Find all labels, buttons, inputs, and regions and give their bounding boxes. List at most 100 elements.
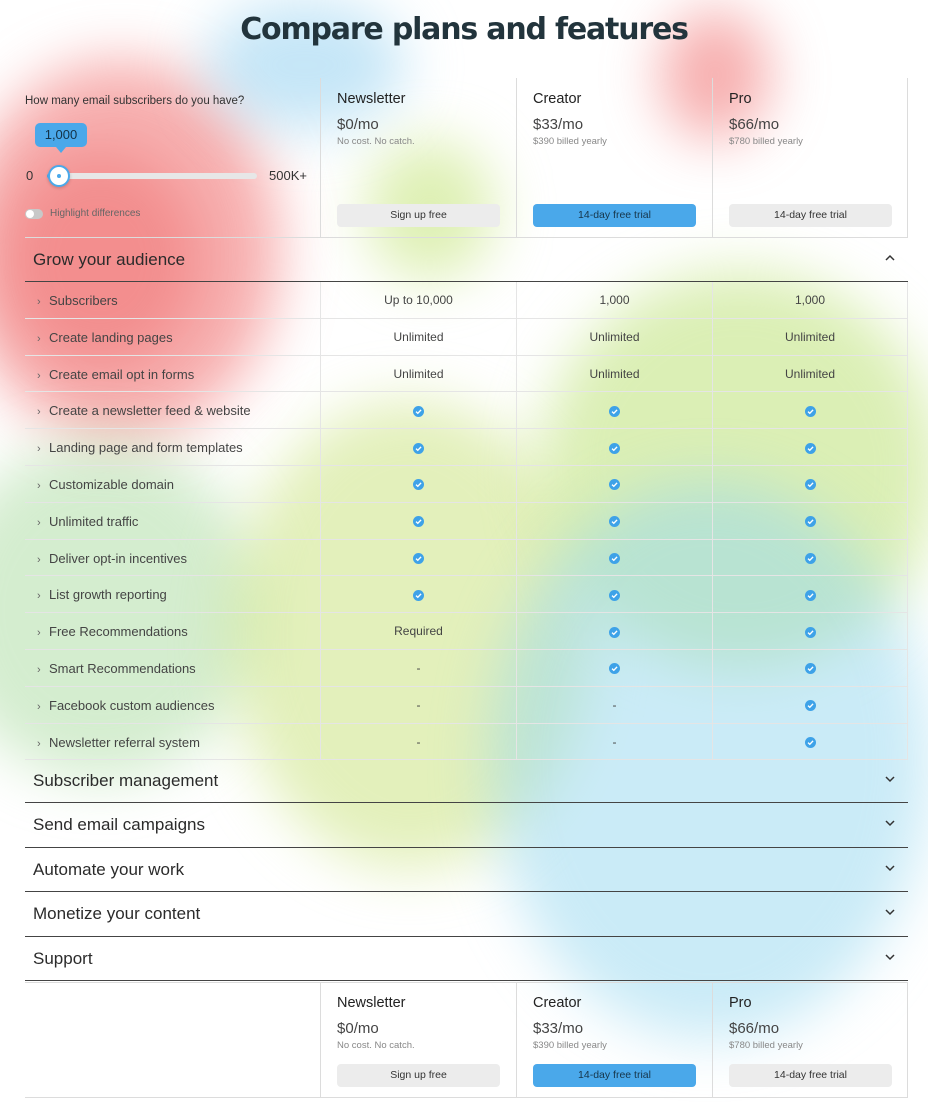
feature-cell xyxy=(320,576,516,614)
feature-value: Unlimited xyxy=(784,329,835,344)
plan-name: Newsletter xyxy=(337,91,406,107)
section-title: Subscriber management xyxy=(33,771,219,790)
feature-row[interactable]: › Subscribers Up to 10,000 1,000 1,000 xyxy=(25,282,908,319)
feature-value: - xyxy=(416,697,421,712)
feature-label-text: Create email opt in forms xyxy=(49,366,195,382)
slider-min-label: 0 xyxy=(26,168,34,183)
feature-value: Unlimited xyxy=(589,366,640,381)
plan-pro: Pro $66/mo $780 billed yearly 14-day fre… xyxy=(712,78,908,237)
feature-label: › Subscribers xyxy=(37,293,118,308)
feature-value: - xyxy=(612,697,617,712)
plan-subtext: $390 billed yearly xyxy=(533,1040,607,1051)
plan-price: $33/mo xyxy=(533,1020,583,1037)
chevron-right-icon: › xyxy=(37,627,41,640)
chevron-right-icon: › xyxy=(37,516,41,529)
feature-cell: 1,000 xyxy=(516,282,712,319)
feature-row[interactable]: › Create email opt in forms Unlimited Unlim… xyxy=(25,355,908,393)
feature-value: Up to 10,000 xyxy=(384,293,453,307)
plan-creator: Creator $33/mo $390 billed yearly 14-day… xyxy=(516,983,712,1097)
feature-cell xyxy=(712,502,908,540)
plan-newsletter: Newsletter $0/mo No cost. No catch. Sign… xyxy=(320,983,516,1097)
feature-cell xyxy=(712,723,908,761)
feature-row[interactable]: › Customizable domain xyxy=(25,465,908,503)
section-automate-your-work[interactable]: Automate your work xyxy=(25,848,908,893)
feature-row[interactable]: › Create landing pages Unlimited Unlimited U… xyxy=(25,318,908,356)
price-amount: $0 xyxy=(337,116,354,133)
chevron-down-icon xyxy=(885,909,895,916)
feature-row[interactable]: › List growth reporting xyxy=(25,576,908,614)
feature-label-text: Deliver opt-in incentives xyxy=(49,550,188,566)
section-support[interactable]: Support xyxy=(25,937,908,981)
slider-thumb[interactable] xyxy=(48,165,70,187)
feature-label: › Unlimited traffic xyxy=(37,514,138,529)
plan-header: How many email subscribers do you have? … xyxy=(25,78,908,238)
feature-label-text: Unlimited traffic xyxy=(49,513,139,529)
plan-newsletter: Newsletter $0/mo No cost. No catch. Sign… xyxy=(320,78,516,237)
section-header-grow[interactable]: Grow your audience xyxy=(25,238,908,282)
feature-value: - xyxy=(416,734,421,749)
chevron-right-icon: › xyxy=(37,663,41,676)
sign-up-free-button[interactable]: Sign up free xyxy=(337,204,500,227)
price-period: /mo xyxy=(754,116,780,133)
feature-row[interactable]: › Facebook custom audiences - - xyxy=(25,686,908,724)
check-circle-icon xyxy=(609,442,620,454)
highlight-differences-toggle[interactable] xyxy=(25,209,43,219)
feature-cell xyxy=(320,539,516,577)
feature-cell: - xyxy=(320,649,516,687)
check-circle-icon xyxy=(804,405,816,417)
section-subscriber-management[interactable]: Subscriber management xyxy=(25,759,908,804)
check-circle-icon xyxy=(804,442,816,454)
feature-label: › Facebook custom audiences xyxy=(37,698,214,713)
chevron-down-icon xyxy=(885,954,895,960)
feature-row[interactable]: › Newsletter referral system - - xyxy=(25,723,908,761)
plan-subtext: $390 billed yearly xyxy=(533,136,607,147)
check-circle-icon xyxy=(804,516,816,528)
plan-subtext: $780 billed yearly xyxy=(729,1040,803,1051)
feature-label-text: Landing page and form templates xyxy=(49,440,243,456)
feature-label: › Landing page and form templates xyxy=(37,440,243,455)
feature-cell xyxy=(516,502,712,540)
feature-cell: Up to 10,000 xyxy=(320,282,516,319)
feature-cell xyxy=(712,649,908,687)
chevron-right-icon: › xyxy=(37,700,41,713)
slider-track[interactable] xyxy=(47,173,257,179)
slider-value-bubble: 1,000 xyxy=(35,123,87,153)
price-period: /mo xyxy=(754,1020,780,1037)
sign-up-free-button[interactable]: Sign up free xyxy=(337,1064,500,1087)
section-monetize-your-content[interactable]: Monetize your content xyxy=(25,892,908,937)
feature-row[interactable]: › Free Recommendations Required xyxy=(25,613,908,650)
section-title: Automate your work xyxy=(33,859,185,879)
feature-cell: Unlimited xyxy=(320,318,516,356)
pro-free-trial-button[interactable]: 14-day free trial xyxy=(729,1064,892,1087)
feature-cell: - xyxy=(320,723,516,761)
price-amount: $66 xyxy=(729,116,755,133)
chevron-right-icon: › xyxy=(37,296,41,308)
feature-value: Unlimited xyxy=(393,366,444,381)
feature-label-text: List growth reporting xyxy=(49,587,167,603)
feature-row[interactable]: › Deliver opt-in incentives xyxy=(25,539,908,577)
feature-value: 1,000 xyxy=(794,293,826,307)
plan-creator: Creator $33/mo $390 billed yearly 14-day… xyxy=(516,78,712,237)
feature-label: › Create a newsletter feed & website xyxy=(37,403,251,418)
feature-cell: - xyxy=(516,723,712,761)
creator-free-trial-button[interactable]: 14-day free trial xyxy=(533,204,696,227)
creator-free-trial-button[interactable]: 14-day free trial xyxy=(533,1064,696,1087)
check-circle-icon xyxy=(804,626,816,638)
check-circle-icon xyxy=(413,479,424,491)
check-circle-icon xyxy=(413,516,424,528)
plan-subtext: $780 billed yearly xyxy=(729,136,803,147)
feature-row[interactable]: › Landing page and form templates xyxy=(25,429,908,466)
chevron-down-icon xyxy=(885,776,895,783)
section-send-email-campaigns[interactable]: Send email campaigns xyxy=(25,803,908,848)
feature-row[interactable]: › Unlimited traffic xyxy=(25,502,908,540)
pro-free-trial-button[interactable]: 14-day free trial xyxy=(729,204,892,227)
plan-footer: Newsletter $0/mo No cost. No catch. Sign… xyxy=(25,982,908,1098)
feature-label: › Newsletter referral system xyxy=(37,735,200,750)
slider-question: How many email subscribers do you have? xyxy=(25,95,245,107)
section-title: Send email campaigns xyxy=(33,815,205,835)
feature-row[interactable]: › Smart Recommendations - xyxy=(25,649,908,687)
check-circle-icon xyxy=(804,589,816,601)
feature-row[interactable]: › Create a newsletter feed & website xyxy=(25,392,908,430)
feature-cell xyxy=(516,649,712,687)
price-period: /mo xyxy=(558,116,584,133)
